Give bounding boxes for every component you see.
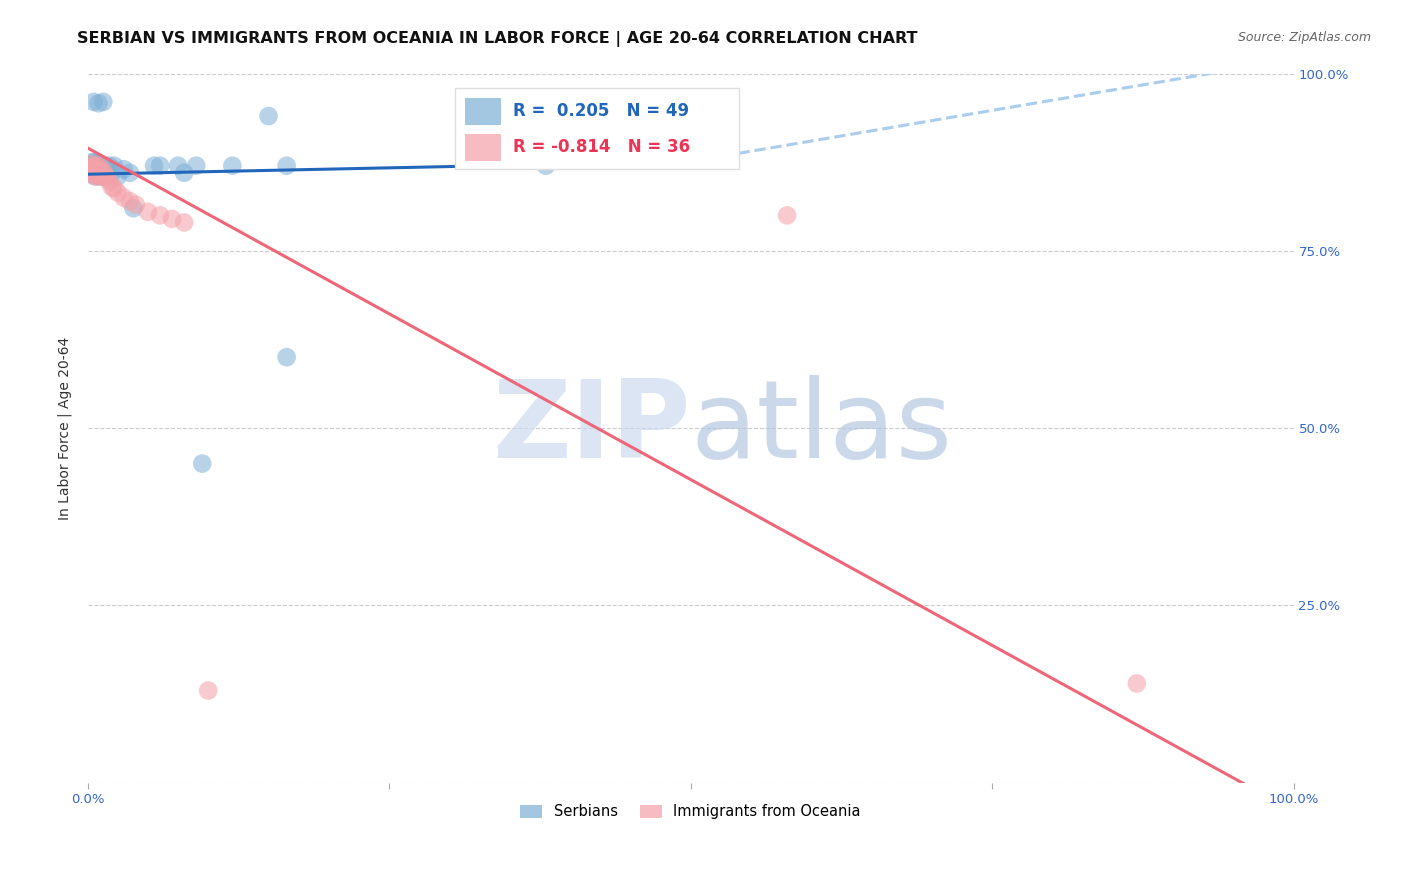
Point bbox=[94, 159, 117, 173]
Point bbox=[100, 166, 122, 180]
Point bbox=[89, 159, 111, 173]
Point bbox=[112, 191, 135, 205]
Point bbox=[112, 162, 135, 177]
Point bbox=[191, 457, 214, 471]
Point bbox=[89, 162, 111, 177]
Point bbox=[160, 211, 183, 226]
Point bbox=[87, 169, 110, 184]
Point bbox=[87, 164, 110, 178]
Point bbox=[107, 169, 129, 184]
Point bbox=[122, 201, 145, 215]
Point bbox=[90, 167, 112, 181]
Point bbox=[80, 164, 103, 178]
Point bbox=[91, 169, 114, 184]
Point bbox=[107, 186, 129, 200]
Point bbox=[82, 162, 104, 177]
Point bbox=[89, 159, 111, 173]
Text: ZIP: ZIP bbox=[492, 376, 690, 481]
Point bbox=[136, 204, 159, 219]
Point bbox=[89, 169, 111, 184]
Point bbox=[83, 160, 105, 174]
Point bbox=[86, 164, 108, 178]
Point bbox=[96, 171, 118, 186]
Y-axis label: In Labor Force | Age 20-64: In Labor Force | Age 20-64 bbox=[58, 336, 72, 520]
Point bbox=[84, 159, 107, 173]
Point bbox=[103, 181, 125, 195]
Point bbox=[149, 159, 172, 173]
Point bbox=[276, 350, 298, 364]
Point bbox=[83, 162, 105, 177]
Point bbox=[98, 174, 121, 188]
Text: atlas: atlas bbox=[690, 376, 953, 481]
Point bbox=[257, 109, 280, 123]
Point bbox=[94, 167, 117, 181]
Point bbox=[91, 160, 114, 174]
Point bbox=[79, 160, 101, 174]
Point bbox=[83, 155, 105, 169]
Point bbox=[86, 167, 108, 181]
Point bbox=[125, 198, 148, 212]
Point bbox=[173, 215, 195, 229]
Point bbox=[776, 208, 799, 222]
Point bbox=[93, 162, 115, 177]
Point bbox=[83, 159, 105, 173]
Point bbox=[94, 169, 117, 184]
Point bbox=[93, 167, 115, 181]
Point bbox=[98, 159, 121, 173]
Point bbox=[118, 194, 141, 209]
Point bbox=[118, 166, 141, 180]
Text: R =  0.205   N = 49: R = 0.205 N = 49 bbox=[513, 102, 689, 120]
Point bbox=[79, 159, 101, 173]
Point bbox=[86, 155, 108, 169]
Bar bbox=[465, 134, 502, 161]
Point bbox=[84, 164, 107, 178]
Point bbox=[83, 169, 105, 184]
Point bbox=[276, 159, 298, 173]
Point bbox=[197, 683, 219, 698]
Point bbox=[91, 164, 114, 178]
Point bbox=[167, 159, 190, 173]
Point bbox=[86, 166, 108, 180]
Bar bbox=[465, 97, 502, 125]
Point bbox=[96, 162, 118, 177]
Point bbox=[80, 157, 103, 171]
Point bbox=[1126, 676, 1149, 690]
Point bbox=[186, 159, 208, 173]
Point bbox=[83, 166, 105, 180]
Point bbox=[90, 166, 112, 180]
Point bbox=[83, 169, 105, 184]
Point bbox=[100, 180, 122, 194]
Point bbox=[89, 162, 111, 177]
Text: R = -0.814   N = 36: R = -0.814 N = 36 bbox=[513, 138, 690, 156]
Point bbox=[83, 95, 105, 109]
Point bbox=[82, 167, 104, 181]
Point bbox=[90, 159, 112, 173]
Point bbox=[84, 162, 107, 177]
Point bbox=[143, 159, 166, 173]
Point bbox=[84, 159, 107, 173]
Point bbox=[149, 208, 172, 222]
Point bbox=[83, 157, 105, 171]
Point bbox=[80, 164, 103, 178]
Point bbox=[80, 155, 103, 169]
Point bbox=[82, 162, 104, 177]
Point bbox=[91, 169, 114, 184]
Point bbox=[221, 159, 243, 173]
FancyBboxPatch shape bbox=[456, 87, 740, 169]
Point bbox=[173, 166, 195, 180]
Point bbox=[83, 160, 105, 174]
Point bbox=[91, 95, 114, 109]
Text: SERBIAN VS IMMIGRANTS FROM OCEANIA IN LABOR FORCE | AGE 20-64 CORRELATION CHART: SERBIAN VS IMMIGRANTS FROM OCEANIA IN LA… bbox=[77, 31, 918, 47]
Point bbox=[103, 159, 125, 173]
Point bbox=[86, 159, 108, 173]
Point bbox=[87, 96, 110, 111]
Point bbox=[82, 159, 104, 173]
Legend: Serbians, Immigrants from Oceania: Serbians, Immigrants from Oceania bbox=[515, 798, 866, 825]
Point bbox=[84, 167, 107, 181]
Point bbox=[534, 159, 557, 173]
Text: Source: ZipAtlas.com: Source: ZipAtlas.com bbox=[1237, 31, 1371, 45]
